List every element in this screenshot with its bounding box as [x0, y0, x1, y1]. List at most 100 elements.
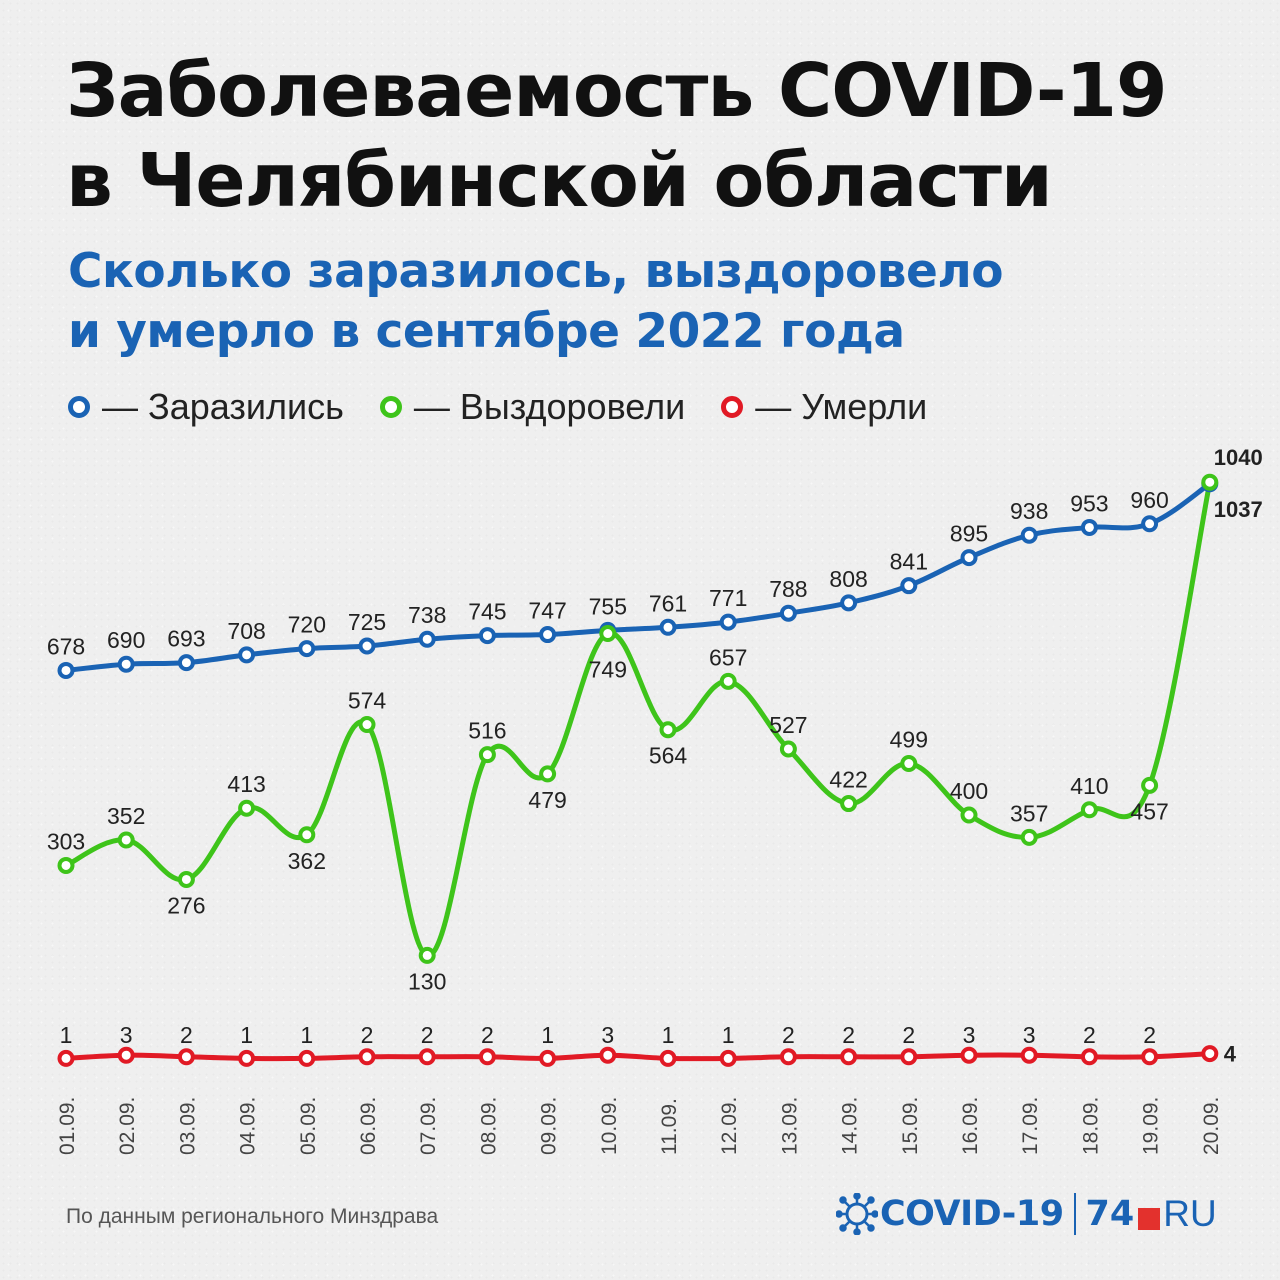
point-infected	[539, 626, 557, 644]
legend-label-infected: — Заразились	[102, 386, 344, 427]
brand-ru-text: RU	[1163, 1193, 1217, 1234]
point-infected	[57, 661, 75, 679]
series-points	[57, 473, 1219, 1067]
label-recovered: 516	[468, 718, 506, 744]
point-deaths	[238, 1049, 256, 1067]
point-deaths	[599, 1046, 617, 1064]
point-deaths	[1141, 1048, 1159, 1066]
label-recovered: 527	[769, 712, 807, 738]
point-recovered	[238, 799, 256, 817]
label-recovered: 276	[167, 892, 205, 918]
legend-label-recovered: — Выздоровели	[413, 386, 686, 427]
label-recovered: 362	[288, 848, 326, 874]
label-deaths: 2	[842, 1022, 855, 1048]
point-deaths	[659, 1049, 677, 1067]
point-deaths	[960, 1046, 978, 1064]
x-tick-label: 15.09.	[899, 1097, 922, 1155]
label-recovered: 303	[47, 828, 85, 854]
label-deaths: 3	[120, 1022, 133, 1048]
label-recovered: 352	[107, 803, 145, 829]
label-infected: 755	[589, 593, 627, 619]
label-recovered: 574	[348, 688, 387, 714]
x-tick-label: 16.09.	[959, 1097, 982, 1155]
label-infected: 720	[288, 612, 326, 638]
label-recovered: 457	[1130, 798, 1168, 824]
label-deaths: 2	[902, 1022, 915, 1048]
point-infected	[900, 577, 918, 595]
label-deaths: 4	[1224, 1042, 1237, 1067]
point-recovered	[478, 746, 496, 764]
label-infected: 747	[528, 598, 566, 624]
point-deaths	[1201, 1045, 1219, 1063]
point-deaths	[177, 1048, 195, 1066]
source-note: По данным регионального Минздрава	[66, 1205, 439, 1228]
label-deaths: 2	[481, 1022, 494, 1048]
point-recovered	[719, 672, 737, 690]
label-infected: 745	[468, 599, 506, 625]
brand-red-square	[1138, 1208, 1161, 1230]
label-infected: 771	[709, 585, 747, 611]
point-recovered	[779, 740, 797, 758]
title-line-2: в Челябинской области	[66, 138, 1053, 224]
label-infected: 788	[769, 576, 807, 602]
x-tick-label: 03.09.	[176, 1097, 199, 1155]
label-recovered: 400	[950, 778, 988, 804]
label-recovered: 1040	[1214, 445, 1263, 470]
point-recovered	[57, 856, 75, 874]
point-infected	[1141, 515, 1159, 533]
point-deaths	[1020, 1046, 1038, 1064]
virus-icon	[836, 1193, 878, 1235]
label-deaths: 2	[361, 1022, 374, 1048]
label-infected: 725	[348, 609, 386, 635]
point-deaths	[840, 1048, 858, 1066]
line-recovered	[63, 479, 1213, 958]
label-recovered: 130	[408, 968, 446, 994]
label-deaths: 1	[240, 1022, 253, 1048]
legend-marker-deaths	[721, 396, 744, 418]
label-infected: 960	[1130, 487, 1168, 513]
x-tick-label: 05.09.	[297, 1097, 320, 1155]
point-infected	[177, 654, 195, 672]
point-deaths	[358, 1048, 376, 1066]
point-infected	[418, 630, 436, 648]
chart-title: Заболеваемость COVID-19 в Челябинской об…	[66, 46, 1168, 226]
x-tick-label: 08.09.	[477, 1097, 500, 1155]
label-recovered: 410	[1070, 773, 1108, 799]
label-infected: 693	[167, 626, 205, 652]
point-infected	[840, 594, 858, 612]
label-recovered: 422	[829, 767, 867, 793]
point-deaths	[478, 1048, 496, 1066]
title-line-1: Заболеваемость COVID-19	[66, 48, 1168, 134]
point-deaths	[900, 1048, 918, 1066]
point-recovered	[117, 831, 135, 849]
label-recovered: 479	[528, 787, 566, 813]
label-recovered: 499	[890, 727, 928, 753]
point-infected	[238, 646, 256, 664]
x-tick-label: 04.09.	[237, 1097, 260, 1155]
x-tick-label: 01.09.	[56, 1097, 79, 1155]
x-tick-label: 20.09.	[1200, 1097, 1223, 1155]
label-recovered: 657	[709, 644, 747, 670]
chart-subtitle: Сколько заразилось, выздоровело и умерло…	[68, 242, 1004, 362]
point-infected	[1080, 518, 1098, 536]
x-tick-label: 11.09.	[658, 1098, 681, 1155]
x-tick-label: 17.09.	[1019, 1097, 1042, 1155]
point-recovered	[840, 795, 858, 813]
label-deaths: 3	[963, 1022, 976, 1048]
brand-74-text: 74	[1085, 1194, 1135, 1234]
point-recovered	[298, 826, 316, 844]
point-deaths	[779, 1048, 797, 1066]
legend-marker-infected	[68, 396, 90, 418]
point-deaths	[539, 1049, 557, 1067]
label-infected: 841	[890, 549, 928, 575]
x-tick-label: 12.09.	[718, 1097, 741, 1155]
point-infected	[117, 655, 135, 673]
x-tick-label: 07.09.	[417, 1097, 440, 1155]
x-tick-label: 18.09.	[1079, 1097, 1102, 1155]
label-deaths: 3	[601, 1022, 614, 1048]
subtitle-line-1: Сколько заразилось, выздоровело	[68, 244, 1004, 299]
point-deaths	[1080, 1048, 1098, 1066]
x-tick-label: 14.09.	[839, 1097, 862, 1155]
point-deaths	[418, 1048, 436, 1066]
label-recovered: 749	[589, 657, 627, 683]
